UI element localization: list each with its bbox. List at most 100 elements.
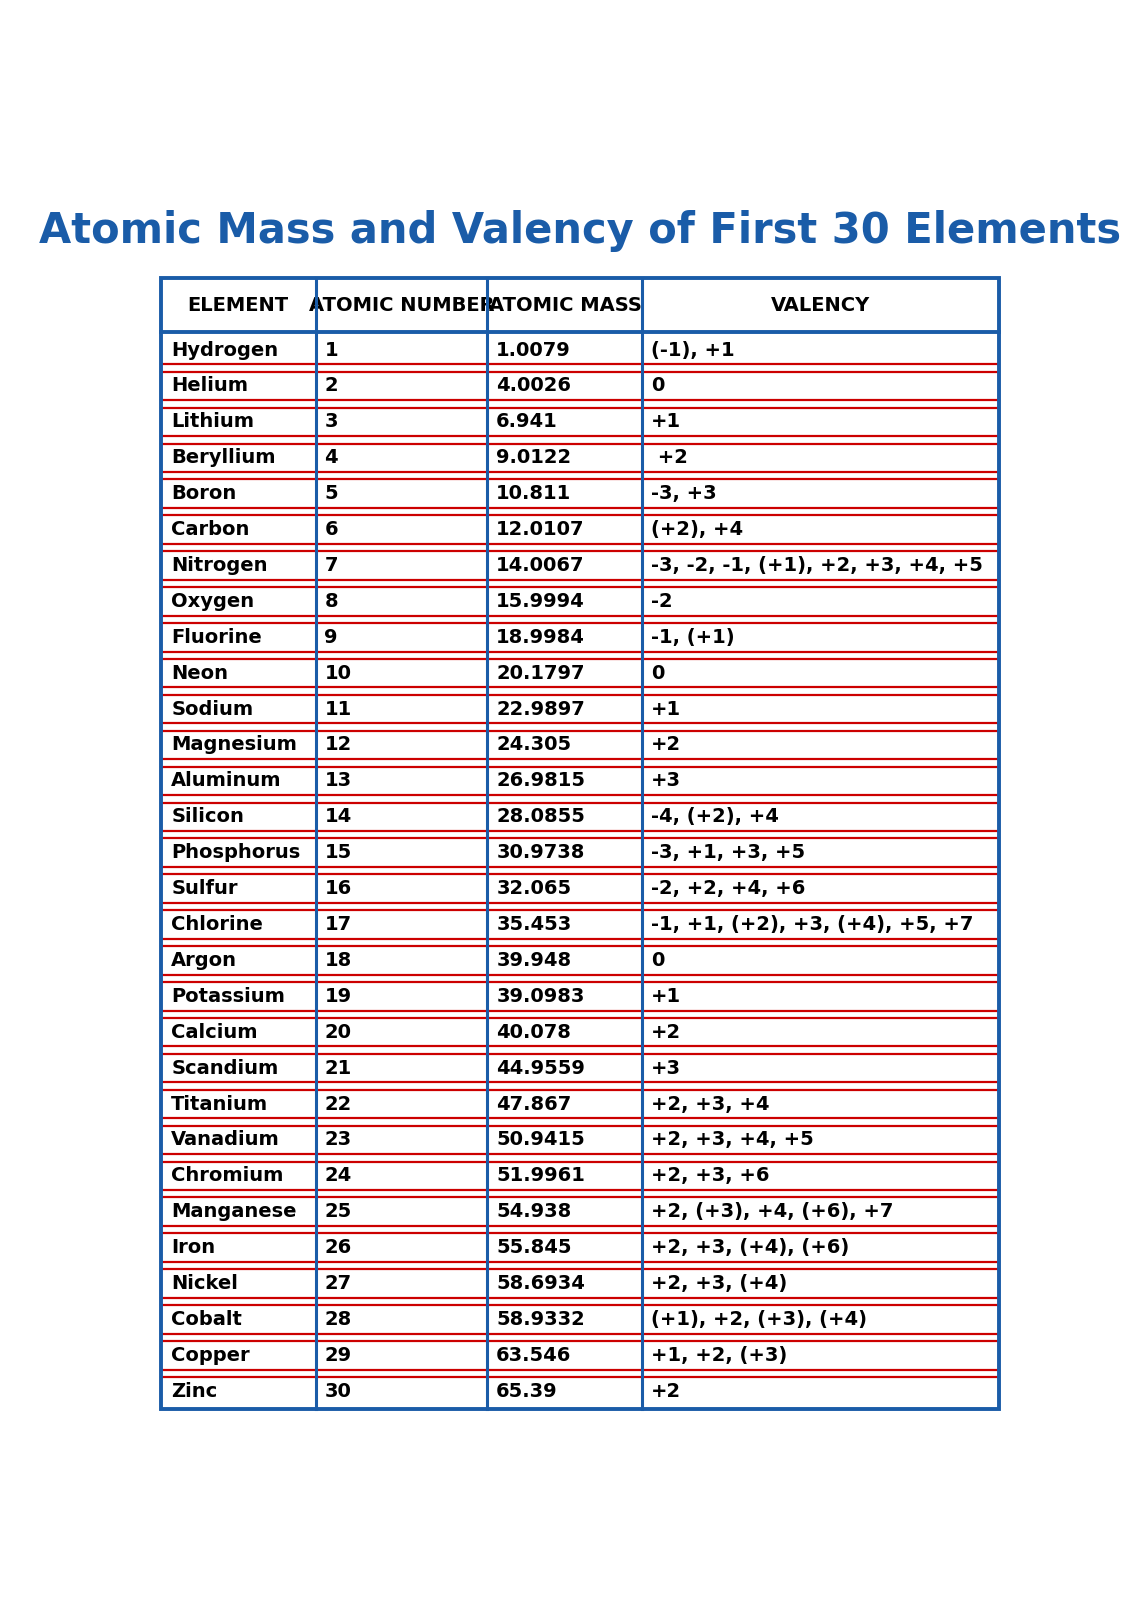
Text: 0: 0 [651, 376, 665, 395]
Text: 11: 11 [325, 699, 352, 718]
Text: Scandium: Scandium [171, 1059, 278, 1078]
Text: Nitrogen: Nitrogen [171, 555, 268, 574]
Text: +1: +1 [651, 699, 681, 718]
Text: 18: 18 [325, 950, 352, 970]
Text: 63.546: 63.546 [497, 1346, 571, 1365]
Text: -3, -2, -1, (+1), +2, +3, +4, +5: -3, -2, -1, (+1), +2, +3, +4, +5 [651, 555, 983, 574]
Text: Beryllium: Beryllium [171, 448, 276, 467]
Text: Chlorine: Chlorine [171, 915, 264, 934]
Text: Fluorine: Fluorine [171, 627, 262, 646]
Text: 22.9897: 22.9897 [497, 699, 585, 718]
Text: 50.9415: 50.9415 [497, 1131, 585, 1149]
Text: 27: 27 [325, 1274, 352, 1293]
Text: Sodium: Sodium [171, 699, 253, 718]
Text: 29: 29 [325, 1346, 352, 1365]
Text: Cobalt: Cobalt [171, 1310, 242, 1330]
Text: -4, (+2), +4: -4, (+2), +4 [651, 808, 779, 826]
Text: 39.948: 39.948 [497, 950, 571, 970]
Text: 10.811: 10.811 [497, 485, 571, 502]
Text: (-1), +1: (-1), +1 [651, 341, 735, 360]
Text: +3: +3 [651, 771, 681, 790]
Text: -2, +2, +4, +6: -2, +2, +4, +6 [651, 878, 805, 898]
Text: Hydrogen: Hydrogen [171, 341, 278, 360]
Text: 15.9994: 15.9994 [497, 592, 585, 611]
Text: 9.0122: 9.0122 [497, 448, 571, 467]
Text: -3, +3: -3, +3 [651, 485, 717, 502]
Text: 58.9332: 58.9332 [497, 1310, 585, 1330]
Text: Silicon: Silicon [171, 808, 244, 826]
Text: +2, +3, +4: +2, +3, +4 [651, 1094, 770, 1114]
Text: 14: 14 [325, 808, 352, 826]
Text: Iron: Iron [171, 1238, 215, 1258]
Text: Manganese: Manganese [171, 1202, 296, 1221]
Text: 32.065: 32.065 [497, 878, 571, 898]
Text: Magnesium: Magnesium [171, 736, 297, 755]
Text: Argon: Argon [171, 950, 238, 970]
Text: 5: 5 [325, 485, 338, 502]
Text: +2: +2 [651, 448, 688, 467]
Text: 16: 16 [325, 878, 352, 898]
Text: 28.0855: 28.0855 [497, 808, 585, 826]
Text: (+2), +4: (+2), +4 [651, 520, 743, 539]
Text: +2, +3, (+4): +2, +3, (+4) [651, 1274, 787, 1293]
Text: Phosphorus: Phosphorus [171, 843, 301, 862]
Text: ATOMIC MASS: ATOMIC MASS [489, 296, 641, 315]
Text: (+1), +2, (+3), (+4): (+1), +2, (+3), (+4) [651, 1310, 867, 1330]
Text: +1, +2, (+3): +1, +2, (+3) [651, 1346, 787, 1365]
Text: Lithium: Lithium [171, 413, 254, 432]
Text: ELEMENT: ELEMENT [188, 296, 288, 315]
Text: Carbon: Carbon [171, 520, 250, 539]
Text: 20: 20 [325, 1022, 352, 1042]
Text: 0: 0 [651, 664, 665, 683]
Text: Nickel: Nickel [171, 1274, 238, 1293]
Text: 24.305: 24.305 [497, 736, 571, 755]
Text: +2, +3, +4, +5: +2, +3, +4, +5 [651, 1131, 814, 1149]
Text: +2, (+3), +4, (+6), +7: +2, (+3), +4, (+6), +7 [651, 1202, 893, 1221]
Text: 30: 30 [325, 1382, 352, 1400]
Text: 4: 4 [325, 448, 338, 467]
Text: +1: +1 [651, 987, 681, 1006]
Text: 55.845: 55.845 [497, 1238, 572, 1258]
Text: Potassium: Potassium [171, 987, 285, 1006]
Text: 47.867: 47.867 [497, 1094, 571, 1114]
Text: 28: 28 [325, 1310, 352, 1330]
Text: Neon: Neon [171, 664, 228, 683]
Text: +2, +3, (+4), (+6): +2, +3, (+4), (+6) [651, 1238, 849, 1258]
Text: 12: 12 [325, 736, 352, 755]
Text: 35.453: 35.453 [497, 915, 571, 934]
Text: 3: 3 [325, 413, 338, 432]
Text: Atomic Mass and Valency of First 30 Elements: Atomic Mass and Valency of First 30 Elem… [38, 211, 1121, 253]
Text: ATOMIC NUMBER: ATOMIC NUMBER [309, 296, 494, 315]
Text: 21: 21 [325, 1059, 352, 1078]
Text: 6.941: 6.941 [497, 413, 558, 432]
Text: 17: 17 [325, 915, 352, 934]
Text: 20.1797: 20.1797 [497, 664, 585, 683]
Text: 22: 22 [325, 1094, 352, 1114]
Text: Sulfur: Sulfur [171, 878, 238, 898]
Text: +1: +1 [651, 413, 681, 432]
Text: 24: 24 [325, 1166, 352, 1186]
Text: 15: 15 [325, 843, 352, 862]
Text: -2: -2 [651, 592, 673, 611]
Text: 23: 23 [325, 1131, 352, 1149]
Text: -1, +1, (+2), +3, (+4), +5, +7: -1, +1, (+2), +3, (+4), +5, +7 [651, 915, 974, 934]
Text: 54.938: 54.938 [497, 1202, 571, 1221]
Text: Aluminum: Aluminum [171, 771, 282, 790]
Text: 4.0026: 4.0026 [497, 376, 571, 395]
Text: 18.9984: 18.9984 [497, 627, 585, 646]
Text: 9: 9 [325, 627, 338, 646]
Text: VALENCY: VALENCY [771, 296, 870, 315]
Text: 8: 8 [325, 592, 338, 611]
Text: Vanadium: Vanadium [171, 1131, 280, 1149]
Text: 10: 10 [325, 664, 352, 683]
Text: Calcium: Calcium [171, 1022, 258, 1042]
Text: Zinc: Zinc [171, 1382, 217, 1400]
Text: 13: 13 [325, 771, 352, 790]
Text: 44.9559: 44.9559 [497, 1059, 585, 1078]
Text: Titanium: Titanium [171, 1094, 268, 1114]
Text: +2: +2 [651, 736, 681, 755]
Text: 30.9738: 30.9738 [497, 843, 585, 862]
Text: 2: 2 [325, 376, 338, 395]
Text: 19: 19 [325, 987, 352, 1006]
Text: Oxygen: Oxygen [171, 592, 254, 611]
